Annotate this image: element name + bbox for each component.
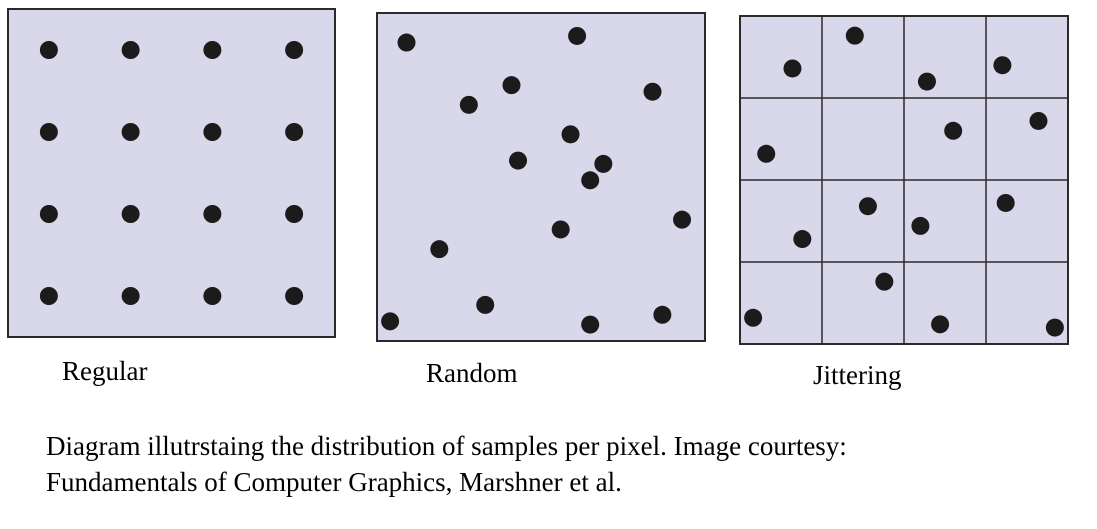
sample-point: [397, 33, 416, 52]
sample-point: [653, 305, 672, 324]
sample-point: [285, 41, 304, 59]
sample-point: [996, 193, 1015, 212]
sample-point: [944, 121, 963, 140]
panel-random: [376, 12, 706, 342]
sample-point: [39, 287, 58, 305]
sample-point: [757, 144, 776, 163]
sample-point: [381, 312, 400, 331]
sample-point: [121, 205, 140, 223]
sample-point: [285, 205, 304, 223]
sample-point: [594, 154, 613, 173]
sample-point: [858, 197, 877, 216]
sample-point: [793, 230, 812, 249]
sample-point: [643, 82, 662, 101]
figure-caption: Diagram illutrstaing the distribution of…: [46, 428, 847, 500]
sample-point: [121, 287, 140, 305]
sample-point: [1029, 111, 1048, 130]
sample-point: [581, 171, 600, 190]
pixel-square-random: [376, 12, 706, 342]
sample-point: [875, 272, 894, 291]
pixel-square-regular: [7, 8, 336, 338]
sample-point: [931, 315, 950, 334]
sample-point: [121, 123, 140, 141]
sample-point: [203, 41, 222, 59]
sample-point: [911, 216, 930, 235]
sample-point: [568, 26, 587, 45]
sample-point: [39, 123, 58, 141]
caption-line-2: Fundamentals of Computer Graphics, Marsh…: [46, 467, 622, 497]
panel-label-random: Random: [426, 358, 518, 388]
sample-point: [744, 308, 763, 327]
sample-point: [673, 210, 692, 229]
sample-point: [39, 41, 58, 59]
caption-line-1: Diagram illutrstaing the distribution of…: [46, 431, 847, 461]
panel-label-regular: Regular: [62, 356, 148, 386]
sample-point: [917, 72, 936, 91]
sample-point: [845, 26, 864, 45]
sample-point: [285, 287, 304, 305]
panel-label-jittering: Jittering: [813, 360, 902, 390]
sample-point: [430, 240, 449, 259]
sample-point: [502, 76, 521, 95]
panel-jittering: [739, 15, 1069, 345]
sample-point: [551, 220, 570, 239]
sample-point: [561, 125, 580, 144]
sample-point: [509, 151, 528, 170]
sample-point: [993, 56, 1012, 75]
sample-point: [203, 205, 222, 223]
sample-point: [581, 315, 600, 334]
sample-point: [1045, 318, 1064, 337]
sample-point: [203, 287, 222, 305]
panel-regular: [7, 8, 336, 338]
sample-point: [476, 295, 495, 314]
sample-point: [285, 123, 304, 141]
sample-point: [39, 205, 58, 223]
sample-point: [121, 41, 140, 59]
sample-point: [783, 59, 802, 78]
sample-point: [459, 95, 478, 114]
sample-point: [203, 123, 222, 141]
